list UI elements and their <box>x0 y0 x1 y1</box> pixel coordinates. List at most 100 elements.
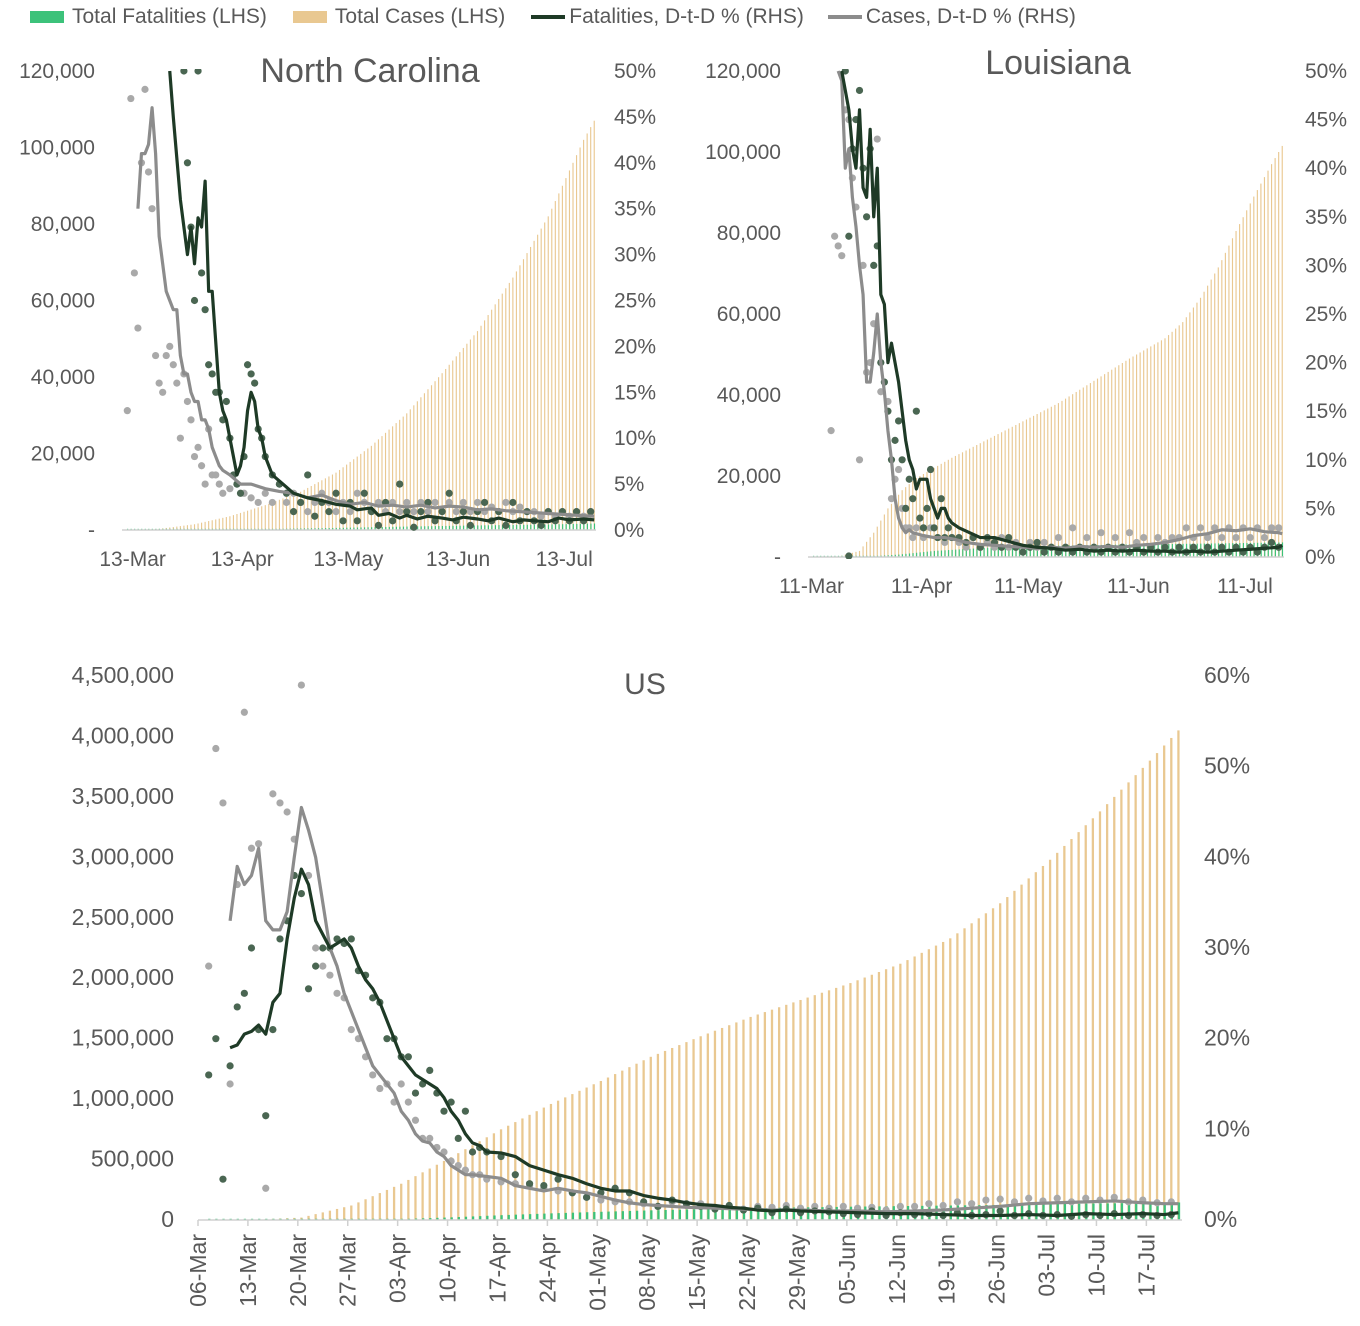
total-cases-bar <box>473 335 475 530</box>
total-cases-bar <box>792 1002 795 1220</box>
total-fatalities-bar <box>512 524 514 530</box>
total-cases-bar <box>1025 419 1028 557</box>
total-fatalities-bar <box>757 1208 760 1220</box>
fatalities-dtd-point <box>863 213 871 221</box>
total-fatalities-bar <box>1047 545 1049 557</box>
total-cases-bar <box>578 1090 581 1220</box>
cases-dtd-point <box>1260 533 1269 542</box>
fatalities-dtd-point <box>461 1107 469 1115</box>
x-axis-tick-label: 13-Mar <box>99 548 166 571</box>
cases-dtd-point <box>424 508 432 516</box>
legend-label-fatalities-dtd: Fatalities, D-t-D % (RHS) <box>569 5 804 28</box>
total-fatalities-bar <box>600 1211 603 1220</box>
cases-dtd-point <box>187 416 195 424</box>
total-cases-bar <box>1061 400 1063 557</box>
total-cases-bar <box>642 1060 645 1220</box>
total-cases-bar <box>1263 177 1266 558</box>
total-fatalities-bar <box>564 1212 567 1220</box>
legend-swatch-cases-dtd <box>827 15 862 19</box>
total-cases-bar <box>264 505 266 530</box>
total-cases-bar <box>1192 307 1194 557</box>
cases-dtd-point <box>1196 524 1205 532</box>
cases-dtd-point <box>839 1202 847 1210</box>
total-cases-bar <box>1100 376 1102 557</box>
total-cases-bar <box>427 389 429 530</box>
total-fatalities-bar <box>519 524 521 530</box>
x-axis-tick-label: 11-Jun <box>1107 575 1170 598</box>
total-fatalities-bar <box>364 527 366 530</box>
total-cases-bar <box>1057 403 1059 557</box>
x-axis-tick-label: 12-Jun <box>884 1234 910 1304</box>
cases-dtd-point <box>304 508 312 516</box>
total-fatalities-bar <box>1063 1203 1067 1220</box>
fatalities-dtd-point <box>944 524 952 532</box>
total-fatalities-bar <box>785 1207 788 1220</box>
total-cases-bar <box>1185 317 1187 557</box>
total-fatalities-bar <box>1078 1203 1081 1220</box>
right-axis-tick-label: 40% <box>1204 843 1250 869</box>
total-cases-bar <box>905 487 907 557</box>
fatalities-dtd-point <box>312 962 320 970</box>
total-fatalities-bar <box>650 1210 653 1220</box>
total-cases-bar <box>384 432 387 530</box>
x-axis-tick-label: 29-May <box>784 1234 810 1311</box>
total-cases-bar <box>400 1183 403 1220</box>
total-cases-bar <box>514 1122 517 1220</box>
total-cases-bar <box>763 1012 767 1220</box>
fatalities-dtd-point <box>251 379 259 387</box>
legend-item-fatalities-dtd: Fatalities, D-t-D % (RHS) <box>531 5 804 29</box>
fatalities-dtd-point <box>183 159 192 167</box>
total-fatalities-bar <box>1001 547 1003 557</box>
fatalities-dtd-point <box>937 495 945 503</box>
total-cases-bar <box>1040 412 1042 557</box>
total-fatalities-bar <box>994 547 996 557</box>
total-fatalities-bar <box>422 1218 425 1220</box>
fatalities-dtd-point <box>905 475 913 483</box>
total-cases-bar <box>870 974 873 1220</box>
total-cases-bar <box>706 1033 709 1220</box>
total-cases-bar <box>542 1107 545 1220</box>
total-cases-bar <box>448 364 450 530</box>
total-cases-bar <box>908 484 910 557</box>
total-cases-bar <box>507 1125 510 1220</box>
total-cases-bar <box>1256 190 1258 557</box>
cases-dtd-point <box>276 799 284 807</box>
total-cases-bar <box>956 933 959 1220</box>
cases-dtd-point <box>1125 529 1134 537</box>
total-fatalities-bar <box>919 552 921 557</box>
total-cases-bar <box>990 437 992 557</box>
fatalities-dtd-point <box>325 508 333 516</box>
total-cases-bar <box>1182 322 1184 557</box>
total-fatalities-bar <box>1099 1203 1102 1220</box>
x-axis-tick-label: 06-Mar <box>185 1234 211 1307</box>
total-cases-bar <box>449 1157 453 1220</box>
total-cases-bar <box>508 282 510 530</box>
total-fatalities-bar <box>463 525 465 530</box>
total-fatalities-bar <box>477 525 479 530</box>
cases-dtd-point <box>1097 529 1105 537</box>
fatalities-dtd-point <box>240 989 248 997</box>
cases-dtd-point <box>831 232 839 240</box>
x-axis-tick-label: 11-Jul <box>1217 575 1273 598</box>
total-cases-bar <box>877 972 881 1220</box>
total-cases-bar <box>813 995 816 1220</box>
total-cases-bar <box>927 949 931 1220</box>
total-fatalities-bar <box>514 1214 518 1220</box>
total-cases-bar <box>462 347 464 530</box>
total-cases-bar <box>1036 414 1038 557</box>
total-cases-bar <box>997 434 999 557</box>
total-fatalities-bar <box>980 548 982 557</box>
total-fatalities-bar <box>586 523 588 530</box>
cases-dtd-point <box>247 844 256 852</box>
total-cases-bar <box>1231 238 1234 557</box>
total-cases-bar <box>887 508 889 557</box>
legend-label-total-cases: Total Cases (LHS) <box>334 5 506 28</box>
total-cases-bar <box>851 552 853 557</box>
total-fatalities-bar <box>356 527 359 530</box>
total-cases-bar <box>1050 406 1052 557</box>
total-cases-bar <box>949 938 952 1220</box>
us-chart: US 0 500,000 1,000,000 1,500,000 2,000,000 2,5… <box>72 662 1250 1311</box>
total-fatalities-bar <box>940 550 943 557</box>
total-cases-bar <box>350 1205 353 1220</box>
total-fatalities-bar <box>332 527 334 530</box>
